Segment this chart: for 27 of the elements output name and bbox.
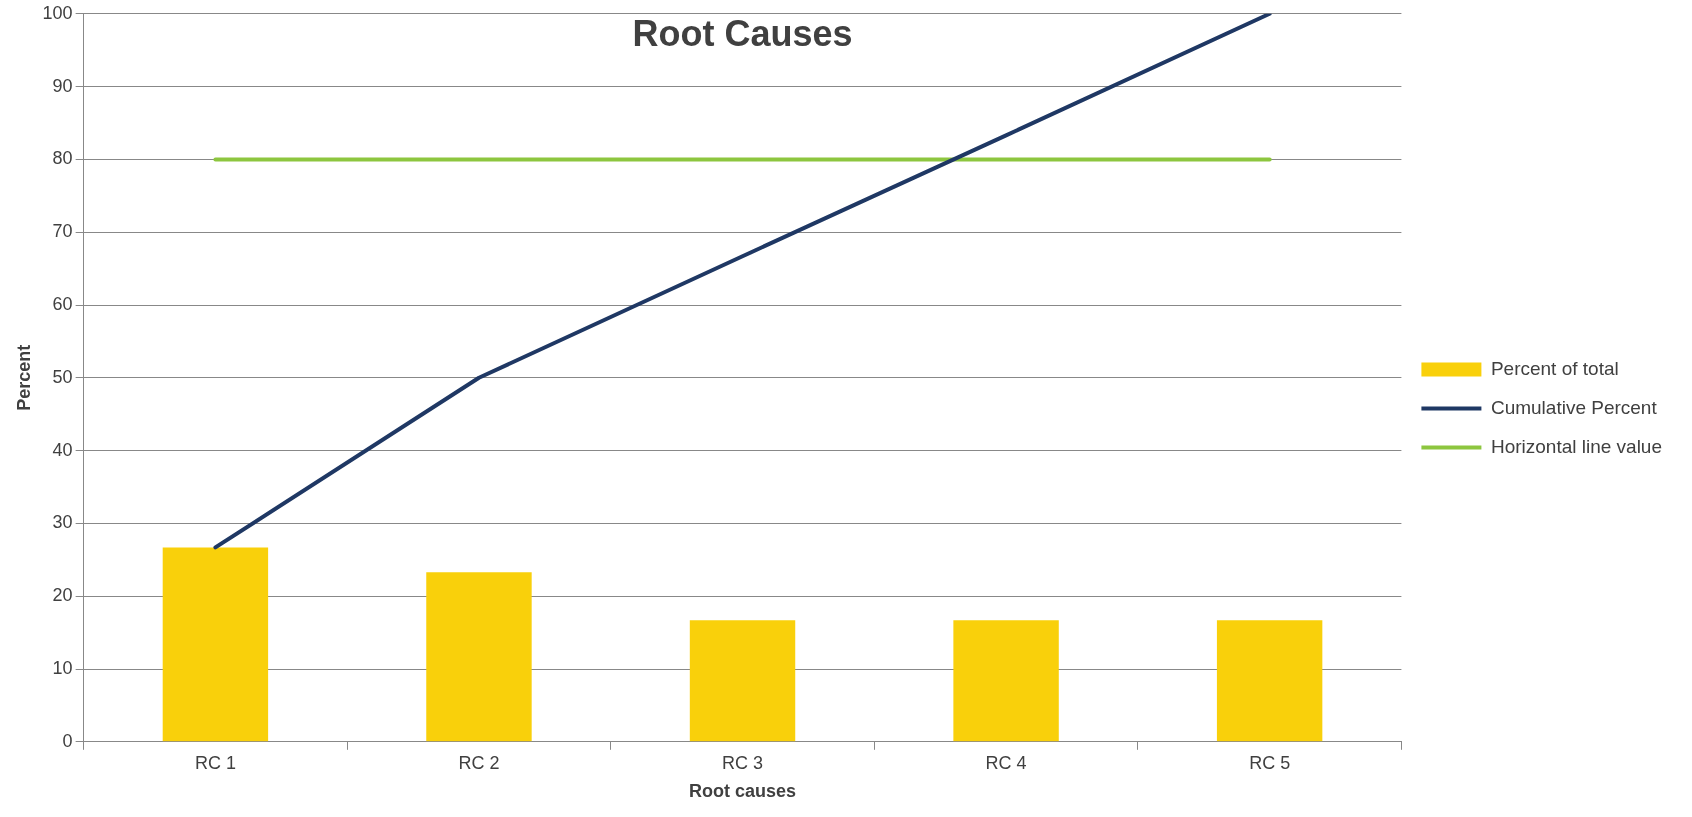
y-tick-label: 0 (62, 730, 73, 751)
y-tick-label: 60 (52, 293, 73, 314)
y-tick-label: 50 (52, 366, 73, 387)
bar (162, 547, 269, 742)
y-tick-label: 100 (42, 2, 73, 23)
legend-label: Horizontal line value (1490, 435, 1662, 457)
y-tick-label: 80 (52, 148, 73, 169)
y-tick-label: 10 (52, 657, 73, 678)
y-tick-label: 40 (52, 439, 73, 460)
chart-title: Root Causes (632, 12, 853, 54)
y-axis-title: Percent (13, 344, 34, 411)
y-tick-label: 70 (52, 221, 73, 242)
bar (426, 572, 532, 742)
legend-label: Cumulative Percent (1490, 396, 1658, 418)
x-tick-label: RC 5 (1249, 752, 1291, 773)
x-tick-label: RC 1 (194, 752, 236, 773)
x-tick-label: RC 3 (722, 752, 764, 773)
legend-label: Percent of total (1490, 357, 1619, 379)
bar (953, 620, 1059, 742)
x-tick-label: RC 2 (458, 752, 500, 773)
y-tick-label: 90 (52, 75, 73, 96)
x-tick-label: RC 4 (985, 752, 1027, 773)
bar (689, 620, 796, 742)
x-axis-title: Root causes (689, 781, 797, 802)
y-tick-label: 30 (52, 512, 73, 533)
bar (1216, 620, 1323, 742)
y-tick-label: 20 (52, 585, 73, 606)
